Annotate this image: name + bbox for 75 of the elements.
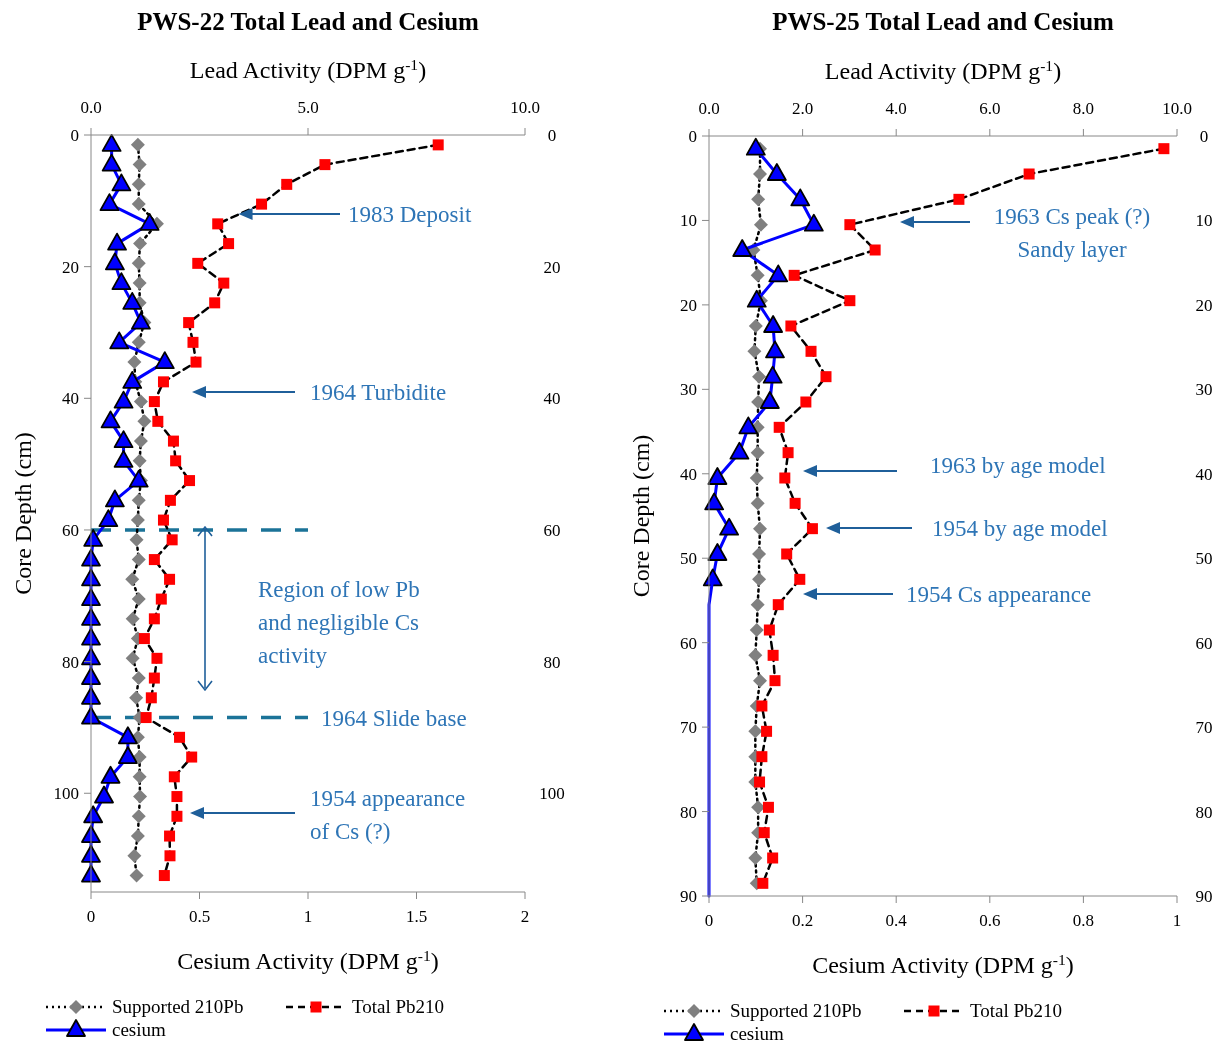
y-tick-label: 0 — [70, 126, 79, 145]
y2-tick-label: 100 — [539, 784, 565, 804]
annotation: 1983 Deposit — [348, 202, 472, 227]
y-tick-label: 20 — [62, 257, 79, 277]
annotation: 1964 Turbidite — [310, 380, 447, 405]
x2-axis-title: Lead Activity (DPM g$^{-1}$) — [824, 56, 1062, 84]
x-tick-label: 1.5 — [405, 907, 428, 926]
y-axis-title: Core Depth (cm) — [10, 432, 36, 595]
x2-tick-label: 2.0 — [791, 99, 814, 118]
x2-tick-label: 10.0 — [510, 98, 540, 117]
x2-tick-label: 6.0 — [979, 99, 1001, 118]
x2-tick-label: 4.0 — [885, 99, 907, 118]
x-tick-label: 1 — [303, 907, 313, 926]
y2-tick-label: 60 — [1195, 633, 1213, 653]
y-tick-label: 80 — [680, 802, 697, 822]
y-tick-label: 60 — [62, 520, 79, 540]
y2-tick-label: 20 — [1195, 295, 1213, 315]
annotation: 1954 Cs appearance — [906, 582, 1092, 607]
y-tick-label: 30 — [680, 380, 697, 400]
y2-tick-label: 0 — [1199, 127, 1209, 146]
legend-label: Supported 210Pb — [730, 1000, 862, 1021]
y2-tick-label: 70 — [1195, 718, 1213, 738]
y2-tick-label: 40 — [543, 389, 561, 409]
x-tick-label: 0 — [86, 907, 96, 926]
y-tick-label: 40 — [62, 389, 79, 409]
annotation: Region of low Pb and negligible Cs activity — [258, 577, 420, 668]
y2-tick-label: 20 — [543, 257, 561, 277]
annotation: 1954 by age model — [932, 516, 1108, 541]
y2-tick-label: 90 — [1195, 887, 1213, 906]
legend-label: Supported 210Pb — [112, 996, 244, 1017]
y2-tick-label: 60 — [543, 520, 561, 540]
y-tick-label: 80 — [62, 652, 79, 672]
annotation: 1954 appearance of Cs (?) — [310, 786, 466, 844]
y-tick-label: 10 — [680, 211, 697, 231]
annotation: 1963 Cs peak (?) Sandy layer — [993, 204, 1151, 262]
y-tick-label: 90 — [680, 887, 697, 906]
legend-label: cesium — [112, 1019, 167, 1040]
y2-tick-label: 10 — [1195, 211, 1213, 231]
y-tick-label: 0 — [688, 127, 697, 146]
y2-tick-label: 0 — [547, 126, 557, 145]
x-tick-label: 0.5 — [188, 907, 211, 926]
y2-tick-label: 40 — [1195, 464, 1213, 484]
chart-title: PWS-25 Total Lead and Cesium — [772, 8, 1115, 35]
x-tick-label: 0.4 — [885, 911, 908, 930]
ref-line-label: 1964 Slide base — [321, 705, 467, 731]
x-axis-title: Cesium Activity (DPM g$^{-1}$) — [177, 946, 439, 974]
x2-tick-label: 5.0 — [297, 98, 319, 117]
x2-tick-label: 0.0 — [80, 98, 102, 117]
x-tick-label: 0 — [704, 911, 714, 930]
x-tick-label: 0.2 — [791, 911, 814, 930]
legend-label: cesium — [730, 1023, 785, 1044]
y-tick-label: 70 — [680, 718, 697, 738]
y2-tick-label: 30 — [1195, 380, 1213, 400]
x2-tick-label: 10.0 — [1162, 99, 1192, 118]
x-tick-label: 0.8 — [1072, 911, 1095, 930]
y2-tick-label: 50 — [1195, 549, 1213, 569]
x-tick-label: 1 — [1172, 911, 1182, 930]
y-tick-label: 40 — [680, 464, 697, 484]
x-tick-label: 2 — [520, 907, 530, 926]
annotation: 1963 by age model — [930, 453, 1106, 478]
y-tick-label: 60 — [680, 633, 697, 653]
x2-tick-label: 8.0 — [1072, 99, 1095, 118]
y-tick-label: 20 — [680, 295, 697, 315]
y-axis-title: Core Depth (cm) — [628, 434, 654, 598]
x-tick-label: 0.6 — [979, 911, 1001, 930]
y2-tick-label: 80 — [1195, 802, 1213, 822]
y-tick-label: 100 — [53, 784, 79, 804]
y2-tick-label: 80 — [543, 652, 561, 672]
legend-label: Total Pb210 — [352, 996, 445, 1017]
x2-axis-title: Lead Activity (DPM g$^{-1}$) — [189, 55, 427, 83]
y-tick-label: 50 — [680, 549, 697, 569]
x-axis-title: Cesium Activity (DPM g$^{-1}$) — [812, 950, 1074, 978]
legend-label: Total Pb210 — [970, 1000, 1063, 1021]
chart-title: PWS-22 Total Lead and Cesium — [137, 8, 480, 35]
x2-tick-label: 0.0 — [698, 99, 720, 118]
